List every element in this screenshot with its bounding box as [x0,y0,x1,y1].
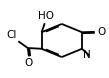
Text: HO: HO [38,11,54,21]
Text: O: O [25,58,33,68]
Text: N: N [83,50,91,60]
Text: Cl: Cl [7,30,17,40]
Text: O: O [97,27,106,37]
